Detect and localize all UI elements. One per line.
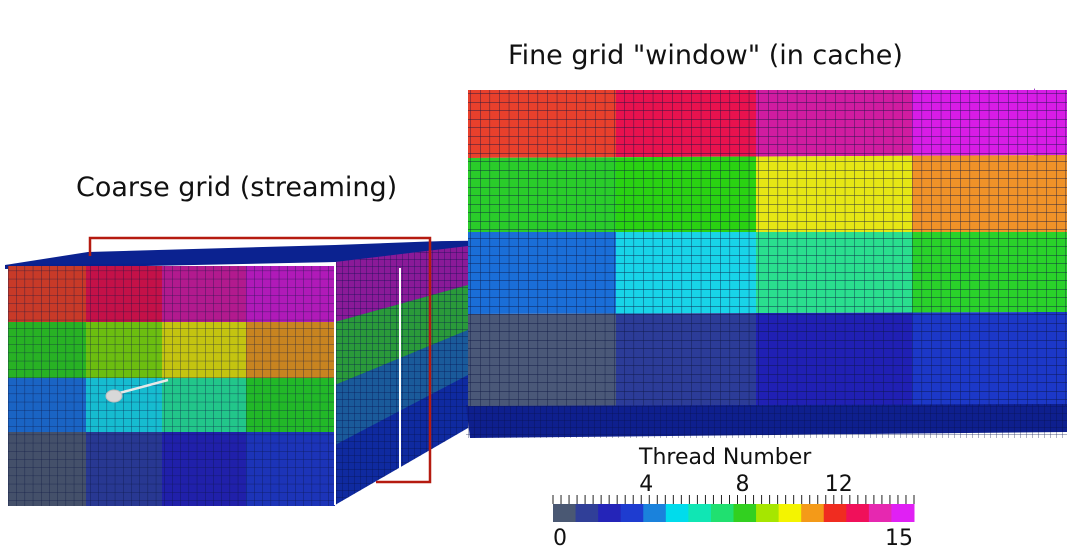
coarse-grid-top-face-back [5,240,468,265]
fine-grid-label: Fine grid "window" (in cache) [508,40,903,71]
coarse-grid-block [5,236,471,506]
colorbar-ticks [552,495,915,504]
coarse-grid-label: Coarse grid (streaming) [76,172,398,203]
fine-grid-front-mesh [468,90,1067,406]
coarse-grid-front-mesh [8,266,335,506]
coarse-grid-edge-line-3 [169,239,471,245]
colorbar-swatch-0 [553,504,577,522]
colorbar-swatch-1 [575,504,599,522]
colorbar-tick-label: 4 [639,472,654,497]
coarse-grid-side-face [335,246,468,505]
colorbar-swatch-6 [688,504,712,522]
probe-arrow-icon [105,378,169,403]
colorbar-swatch-14 [868,504,892,522]
colorbar-swatch-8 [733,504,757,522]
colorbar [552,495,915,522]
colorbar-swatch-4 [643,504,667,522]
colorbar-swatches [553,504,915,522]
colorbar-tick-label: 8 [735,472,750,497]
window-frame-outline [88,236,432,484]
colorbar-swatch-9 [756,504,780,522]
colorbar-min-label: 0 [553,526,567,551]
fine-grid-block [466,88,1067,438]
colorbar-swatch-11 [801,504,825,522]
colorbar-swatch-3 [620,504,644,522]
colorbar-swatch-10 [778,504,802,522]
colorbar-swatch-13 [846,504,870,522]
colorbar-swatch-7 [710,504,734,522]
colorbar-swatch-12 [823,504,847,522]
colorbar-swatch-15 [891,504,915,522]
colorbar-tick-label: 12 [824,472,853,497]
colorbar-swatch-2 [598,504,622,522]
colorbar-swatch-5 [665,504,689,522]
colorbar-title: Thread Number [639,445,812,470]
colorbar-max-label: 15 [885,526,913,551]
fine-grid-bottom-mesh [466,404,1067,438]
